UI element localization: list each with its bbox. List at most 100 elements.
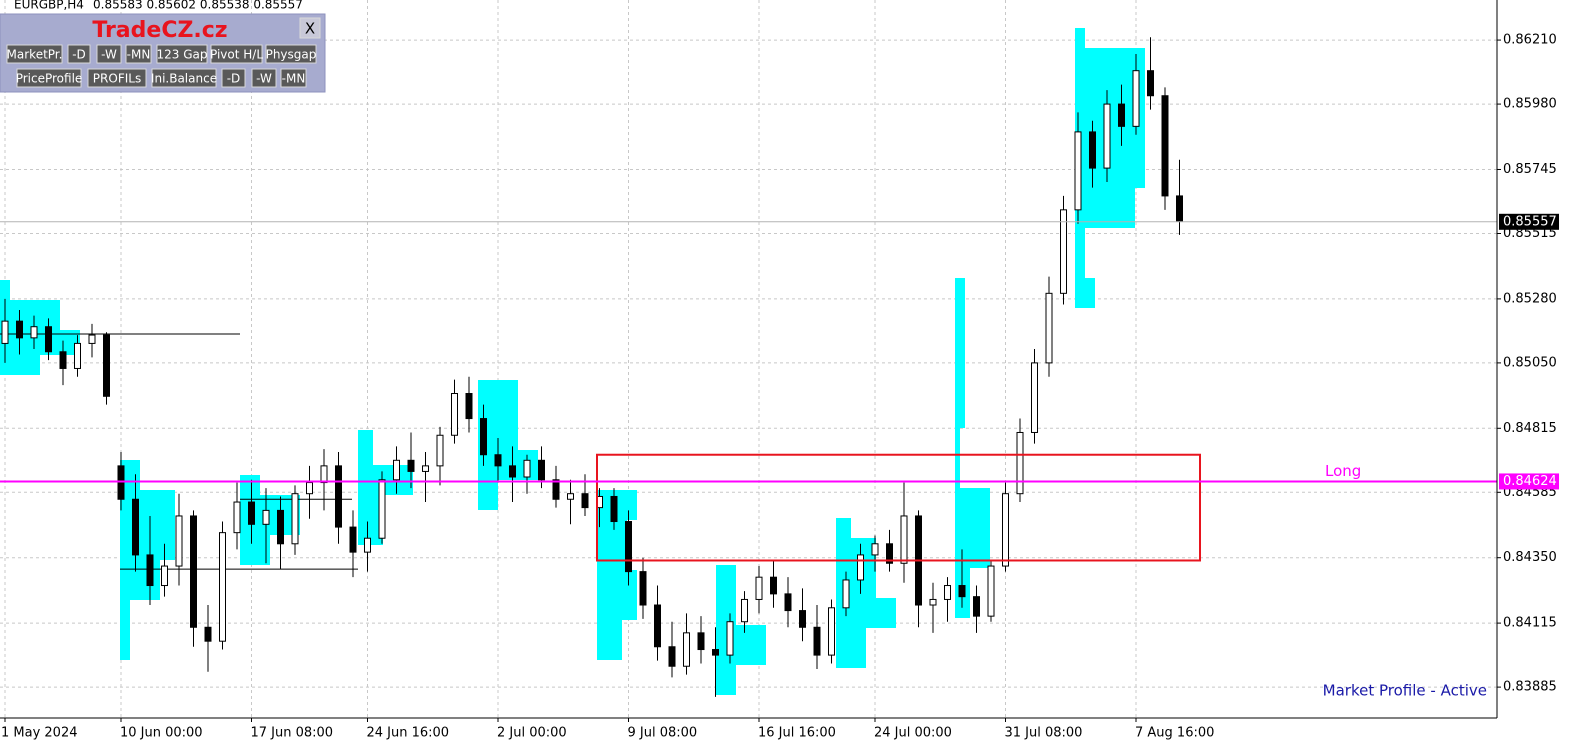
candle-body: [784, 593, 792, 612]
candle-body: [886, 543, 893, 564]
candle-body: [523, 459, 531, 478]
x-tick-label: 31 Jul 08:00: [1005, 726, 1083, 741]
candle-body: [509, 465, 516, 478]
button-face: [156, 44, 208, 64]
candle-body: [1016, 431, 1024, 495]
button-label: -D: [227, 72, 241, 86]
button[interactable]: Ini.Balance: [151, 68, 217, 88]
button-face: [16, 68, 82, 88]
candle-body: [1118, 103, 1125, 127]
button-label: PROFILs: [93, 72, 141, 86]
x-tick-label: 17 Jun 08:00: [251, 726, 334, 741]
profile: [478, 380, 538, 510]
quote: 0.85583 0.85602 0.85538 0.85557: [93, 0, 303, 12]
y-tick-label: 0.85745: [1503, 162, 1557, 177]
button-face: [87, 68, 147, 88]
candle-body: [944, 585, 951, 600]
candle-body: [204, 626, 212, 642]
candle-body: [74, 342, 81, 369]
button[interactable]: 123 Gap: [156, 44, 208, 64]
button-face: [221, 68, 246, 88]
button[interactable]: -D: [67, 44, 91, 64]
button[interactable]: -MN: [280, 68, 307, 88]
button-face: [280, 68, 307, 88]
button-face: [251, 68, 277, 88]
profile: [836, 518, 896, 668]
panel-title: TradeCZ.cz: [92, 18, 227, 43]
candle-body: [842, 579, 850, 609]
candle-body: [857, 554, 864, 581]
candle-body: [132, 498, 139, 556]
price-tag-label: 0.85557: [1503, 214, 1557, 229]
candle-body: [610, 495, 618, 523]
button-face: [6, 44, 63, 64]
button-label: -D: [72, 48, 86, 62]
candle-body: [190, 515, 197, 628]
candle-body: [929, 598, 937, 606]
candle-body: [59, 351, 67, 369]
indicator-panel: TradeCZ.cz X MarketPr. -D -W -MN 123 Gap Pivo…: [0, 13, 326, 93]
candle-body: [233, 501, 241, 534]
candle-body: [117, 465, 125, 500]
button-label: -W: [256, 72, 272, 86]
y-tick-label: 0.84350: [1503, 550, 1557, 565]
y-tick-label: 0.85280: [1503, 291, 1557, 306]
button-face: [299, 17, 321, 39]
candle-body: [407, 459, 415, 472]
candle-body: [1074, 131, 1082, 211]
candle-body: [219, 532, 226, 642]
candle-body: [1089, 131, 1096, 169]
button-label: Ini.Balance: [151, 72, 217, 86]
candle-body: [277, 509, 284, 545]
candle-body: [306, 482, 313, 495]
y-tick-label: 0.84115: [1503, 616, 1557, 631]
price-tag: [1499, 213, 1559, 230]
candle-body: [1045, 292, 1053, 364]
candle-body: [146, 554, 154, 587]
button[interactable]: MarketPr.: [6, 44, 63, 64]
candle-body: [45, 326, 52, 353]
candle-body: [262, 509, 270, 525]
close-button[interactable]: X: [299, 17, 321, 39]
profile: [955, 278, 990, 618]
candle-body: [422, 465, 429, 472]
candle-body: [770, 576, 777, 595]
button[interactable]: -D: [221, 68, 246, 88]
candle-body: [175, 515, 183, 567]
plot: [0, 37, 1497, 697]
candle-body: [16, 320, 23, 339]
candle-body: [88, 334, 96, 344]
profile: [716, 565, 766, 695]
long-label: Long: [1325, 462, 1361, 480]
candle-body: [161, 565, 168, 587]
x-tick-label: 7 Aug 16:00: [1135, 726, 1214, 741]
x-tick-label: 24 Jul 00:00: [874, 726, 952, 741]
button-face: [151, 68, 217, 88]
candle-body: [30, 326, 38, 339]
button[interactable]: Pivot H/L: [210, 44, 263, 64]
button[interactable]: -MN: [125, 44, 152, 64]
candle-body: [973, 596, 980, 617]
candle-body: [625, 521, 632, 573]
symbol: EURGBP,H4: [14, 0, 84, 12]
candle-body: [755, 576, 763, 600]
candle-body: [349, 526, 357, 553]
candle-body: [1147, 70, 1154, 97]
y-tick-label: 0.84815: [1503, 421, 1557, 436]
y-tick-label: 0.85980: [1503, 97, 1557, 112]
candle-body: [320, 465, 328, 484]
profile: [240, 475, 300, 565]
candle-body: [712, 649, 719, 656]
candle-body: [828, 607, 835, 656]
candle-body: [958, 585, 966, 598]
button[interactable]: -W: [96, 44, 122, 64]
button[interactable]: Physgap: [265, 44, 317, 64]
button[interactable]: PriceProfile: [16, 68, 83, 88]
status-text: Market Profile - Active: [1323, 682, 1487, 700]
button[interactable]: -W: [251, 68, 277, 88]
candle-body: [639, 571, 647, 606]
button[interactable]: PROFILs: [87, 68, 147, 88]
candle-body: [291, 493, 299, 545]
candle-body: [465, 393, 473, 420]
